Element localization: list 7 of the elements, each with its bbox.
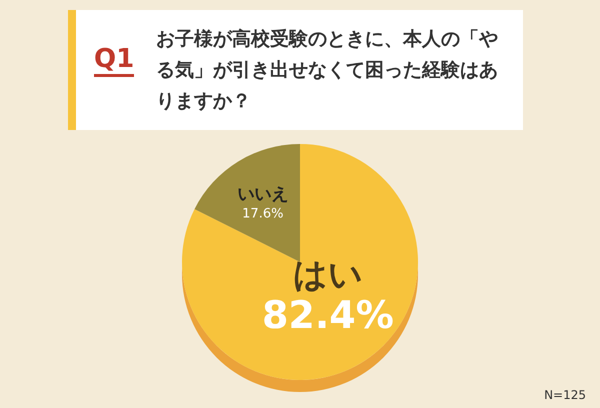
- chart-title: お子様が高校受験のときに、本人の「やる気」が引き出せなくて困った経験はありますか？: [156, 27, 499, 114]
- data-label: 17.6%: [242, 206, 284, 222]
- slice-label: はい: [292, 255, 363, 296]
- slice-label: いいえ: [237, 184, 288, 205]
- chart-subtitle: Q1: [94, 44, 134, 77]
- data-label: 82.4%: [262, 293, 394, 338]
- text: N=125: [544, 388, 586, 402]
